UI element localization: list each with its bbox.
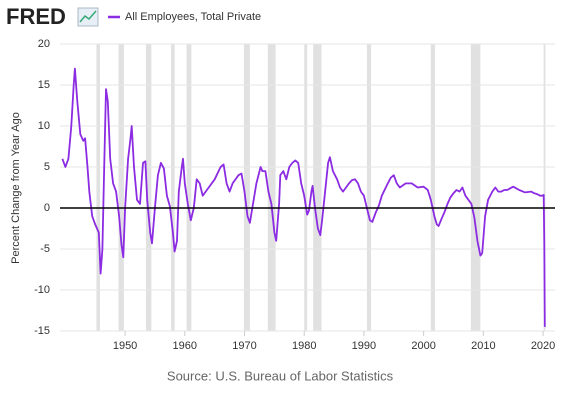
- y-tick-label: 15: [38, 79, 50, 91]
- legend-label: All Employees, Total Private: [125, 11, 261, 23]
- recession-band: [145, 44, 152, 331]
- recession-band: [313, 44, 322, 331]
- x-tick-label: 1980: [292, 340, 316, 352]
- recession-band: [118, 44, 124, 331]
- x-tick-label: 1960: [173, 340, 197, 352]
- recession-band: [543, 44, 546, 331]
- recession-band: [243, 44, 250, 331]
- x-tick-label: 1970: [232, 340, 256, 352]
- x-tick-label: 2020: [531, 340, 555, 352]
- recession-band: [430, 44, 435, 331]
- y-tick-label: 10: [38, 120, 50, 132]
- recession-band: [186, 44, 192, 331]
- recession-band: [366, 44, 372, 331]
- logo-icon: [77, 7, 99, 27]
- source: Source: U.S. Bureau of Labor Statistics: [167, 368, 394, 383]
- y-tick-label: -5: [40, 243, 50, 255]
- recession-band: [267, 44, 276, 331]
- recession-band: [171, 44, 175, 331]
- background-layer: [60, 43, 555, 332]
- y-tick-label: 20: [38, 38, 50, 50]
- x-tick-label: 1950: [113, 340, 137, 352]
- y-tick-label: -10: [34, 284, 50, 296]
- x-tick-label: 1990: [352, 340, 376, 352]
- recession-band: [304, 44, 308, 331]
- y-tick-label: -15: [34, 325, 50, 337]
- logo: FRED: [6, 4, 66, 29]
- y-axis-label: Percent Change from Year Ago: [10, 112, 22, 264]
- series-line: [61, 67, 546, 327]
- recession-band: [470, 44, 481, 331]
- x-tick-label: 2000: [411, 340, 435, 352]
- y-tick-label: 5: [44, 161, 50, 173]
- x-tick-label: 2010: [471, 340, 495, 352]
- y-tick-label: 0: [44, 202, 50, 214]
- recession-band: [96, 44, 101, 331]
